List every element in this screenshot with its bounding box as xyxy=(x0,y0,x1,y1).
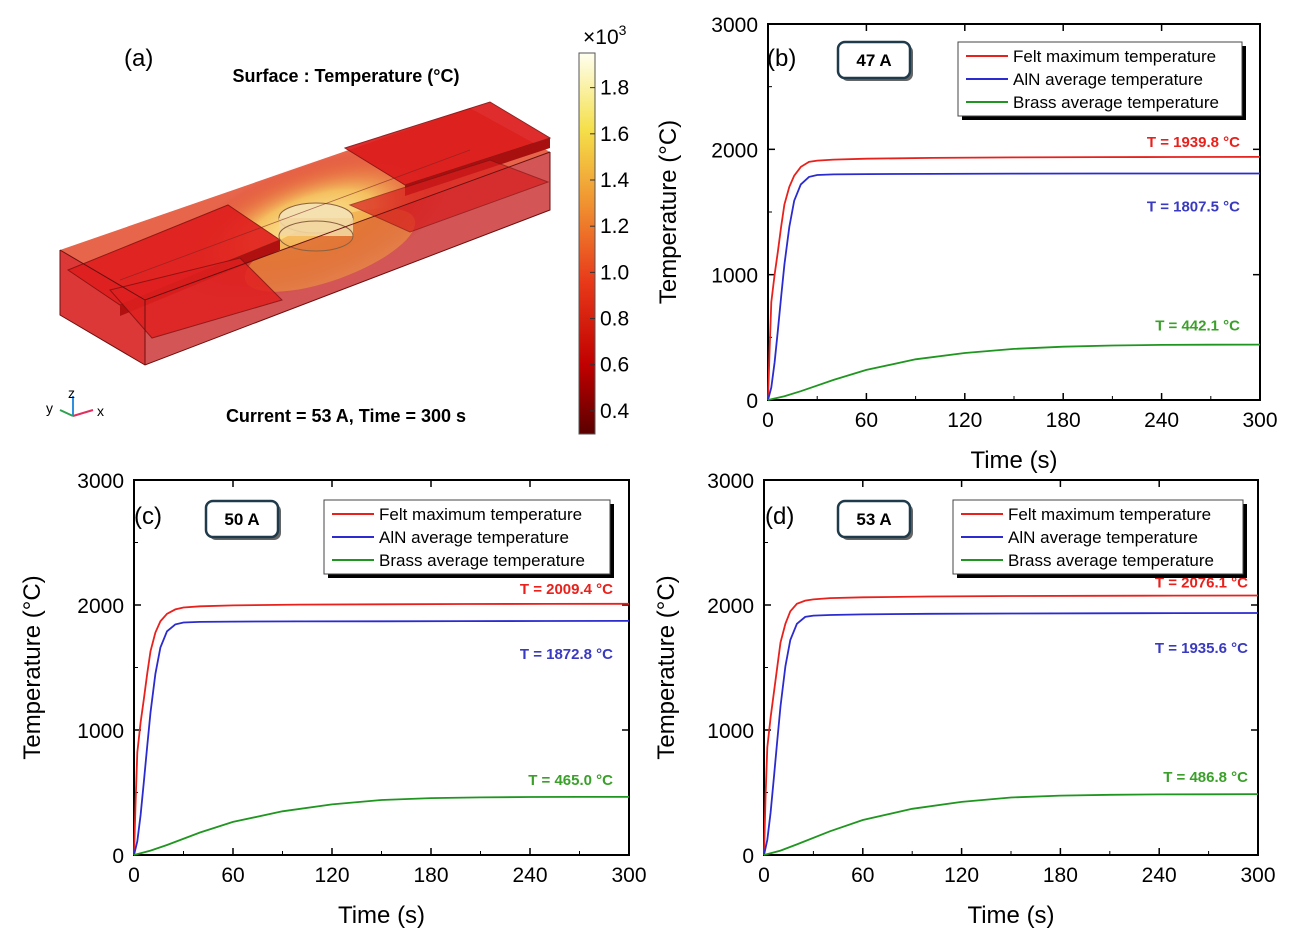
y-axis-label: Temperature (°C) xyxy=(19,575,46,759)
series-line xyxy=(133,620,630,856)
y-tick-label: 2000 xyxy=(711,139,758,162)
series-line xyxy=(763,612,1259,856)
x-tick-label: 60 xyxy=(851,864,874,887)
colorbar: ×103 1.8 1.6 1.4 1.2 1.0 0.8 0.6 0.4 xyxy=(578,22,630,435)
y-tick-label: 3000 xyxy=(707,470,754,493)
y-tick-label: 1000 xyxy=(77,720,124,743)
x-tick-label: 0 xyxy=(128,864,140,887)
series-line xyxy=(763,594,1259,856)
value-annotation: T = 442.1 °C xyxy=(1155,318,1240,335)
panel-a-caption: Current = 53 A, Time = 300 s xyxy=(226,406,466,426)
current-badge xyxy=(204,499,280,539)
x-tick-label: 120 xyxy=(944,864,979,887)
current-badge xyxy=(836,499,912,539)
x-axis-label: Time (s) xyxy=(967,902,1054,929)
triad-x-label: x xyxy=(97,403,104,419)
triad-z-label: z xyxy=(68,385,75,401)
value-annotation: T = 1807.5 °C xyxy=(1147,198,1240,215)
panel-a-label: (a) xyxy=(124,45,153,72)
x-tick-label: 0 xyxy=(758,864,770,887)
legend-entry: Brass average temperature xyxy=(1013,93,1219,112)
series-line xyxy=(767,155,1261,401)
3d-geometry xyxy=(59,101,552,366)
x-tick-label: 240 xyxy=(512,864,547,887)
y-axis-label: Temperature (°C) xyxy=(655,120,682,304)
value-annotation: T = 1935.6 °C xyxy=(1155,640,1248,657)
series-line xyxy=(767,172,1260,401)
colorbar-tick-label: 0.4 xyxy=(600,400,630,423)
legend-entry: AlN average temperature xyxy=(1013,70,1203,89)
x-tick-label: 180 xyxy=(413,864,448,887)
x-tick-label: 300 xyxy=(611,864,646,887)
colorbar-tick-label: 1.6 xyxy=(600,123,629,146)
colorbar-tick-label: 0.8 xyxy=(600,308,629,331)
panel-label: (c) xyxy=(134,503,162,530)
y-tick-label: 2000 xyxy=(77,595,124,618)
y-axis-label: Temperature (°C) xyxy=(653,575,680,759)
colorbar-tick-label: 1.2 xyxy=(600,215,629,238)
series-line xyxy=(133,602,630,856)
y-tick-label: 1000 xyxy=(711,265,758,288)
panel-label: (d) xyxy=(765,503,794,530)
current-badge-text: 50 A xyxy=(224,510,259,529)
colorbar-tick-label: 0.6 xyxy=(600,354,629,377)
value-annotation: T = 486.8 °C xyxy=(1163,769,1248,786)
x-axis-label: Time (s) xyxy=(338,902,425,929)
triad-y-label: y xyxy=(46,400,53,416)
x-tick-label: 300 xyxy=(1240,864,1275,887)
x-tick-label: 60 xyxy=(855,409,878,432)
series-line xyxy=(133,796,629,856)
x-tick-label: 120 xyxy=(947,409,982,432)
x-axis-label: Time (s) xyxy=(970,447,1057,474)
panel-a-3d-model: (a) Surface : Temperature (°C) Current =… xyxy=(46,22,630,435)
y-tick-label: 2000 xyxy=(707,595,754,618)
axes-triad-icon: z x y xyxy=(46,385,104,419)
colorbar-tick-label: 1.0 xyxy=(600,261,629,284)
series-line xyxy=(767,343,1261,401)
y-tick-label: 3000 xyxy=(711,14,758,37)
current-badge-text: 53 A xyxy=(856,510,891,529)
legend-entry: Felt maximum temperature xyxy=(379,505,582,524)
current-badge xyxy=(836,40,912,80)
panel-a-title: Surface : Temperature (°C) xyxy=(233,66,460,86)
value-annotation: T = 1872.8 °C xyxy=(520,646,613,663)
y-tick-label: 0 xyxy=(746,390,758,413)
x-tick-label: 60 xyxy=(221,864,244,887)
current-badge-text: 47 A xyxy=(856,51,891,70)
legend-entry: AlN average temperature xyxy=(379,528,569,547)
x-tick-label: 120 xyxy=(314,864,349,887)
legend-entry: Brass average temperature xyxy=(1008,551,1214,570)
x-tick-label: 300 xyxy=(1242,409,1277,432)
colorbar-tick-label: 1.8 xyxy=(600,77,629,100)
legend-entry: AlN average temperature xyxy=(1008,528,1198,547)
value-annotation: T = 1939.8 °C xyxy=(1147,134,1240,151)
panel-label: (b) xyxy=(767,45,796,72)
colorbar-multiplier: ×103 xyxy=(583,22,627,49)
value-annotation: T = 2076.1 °C xyxy=(1155,574,1248,591)
y-tick-label: 0 xyxy=(112,845,124,868)
legend-entry: Brass average temperature xyxy=(379,551,585,570)
y-tick-label: 0 xyxy=(742,845,754,868)
x-tick-label: 180 xyxy=(1046,409,1081,432)
series-line xyxy=(763,793,1259,856)
y-tick-label: 1000 xyxy=(707,720,754,743)
legend-entry: Felt maximum temperature xyxy=(1013,47,1216,66)
x-tick-label: 240 xyxy=(1144,409,1179,432)
x-tick-label: 180 xyxy=(1043,864,1078,887)
value-annotation: T = 2009.4 °C xyxy=(520,581,613,598)
y-tick-label: 3000 xyxy=(77,470,124,493)
value-annotation: T = 465.0 °C xyxy=(528,772,613,789)
colorbar-tick-label: 1.4 xyxy=(600,169,630,192)
x-tick-label: 240 xyxy=(1142,864,1177,887)
x-tick-label: 0 xyxy=(762,409,774,432)
legend-entry: Felt maximum temperature xyxy=(1008,505,1211,524)
